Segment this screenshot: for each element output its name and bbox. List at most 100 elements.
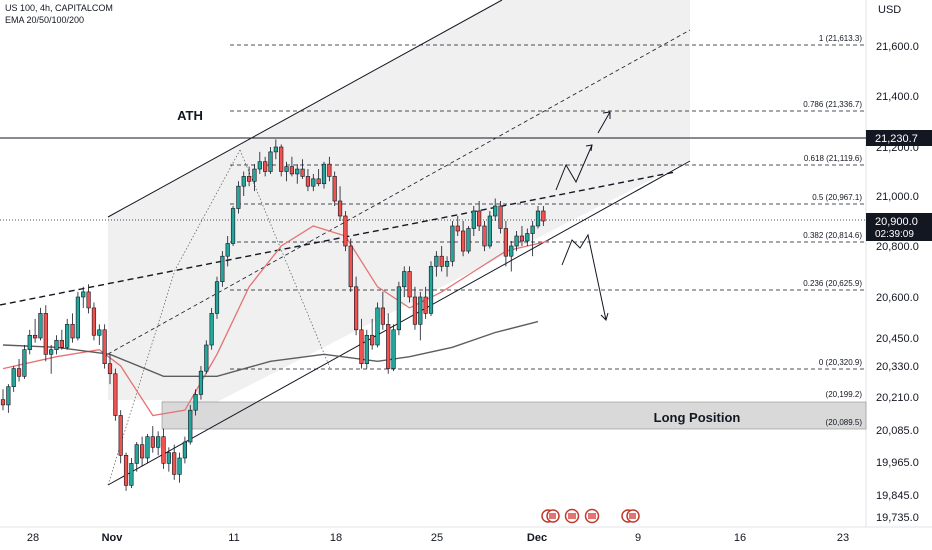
candle[interactable] xyxy=(471,206,476,236)
candle[interactable] xyxy=(54,335,59,355)
candle[interactable] xyxy=(150,426,155,453)
candle[interactable] xyxy=(75,291,80,341)
candles[interactable] xyxy=(0,139,546,491)
candle[interactable] xyxy=(59,329,64,350)
candle[interactable] xyxy=(161,428,166,469)
candle[interactable] xyxy=(182,436,188,464)
candle[interactable] xyxy=(353,276,359,336)
candle[interactable] xyxy=(220,251,225,287)
candle[interactable] xyxy=(247,166,252,187)
candle[interactable] xyxy=(332,171,337,207)
candle[interactable] xyxy=(263,156,268,177)
candle[interactable] xyxy=(359,318,364,369)
candle[interactable] xyxy=(279,144,284,177)
candle[interactable] xyxy=(16,359,22,382)
candle[interactable] xyxy=(498,201,503,234)
candle[interactable] xyxy=(311,173,316,192)
price-axis[interactable]: 21,600.021,400.021,200.021,000.020,800.0… xyxy=(876,41,919,524)
candle[interactable] xyxy=(214,276,220,319)
candle[interactable] xyxy=(428,261,434,317)
candle[interactable] xyxy=(364,329,369,369)
candle[interactable] xyxy=(300,159,305,179)
candle[interactable] xyxy=(519,226,525,246)
candle[interactable] xyxy=(252,164,257,192)
candle[interactable] xyxy=(193,389,198,416)
candle[interactable] xyxy=(70,313,75,343)
candle[interactable] xyxy=(188,404,193,445)
candle[interactable] xyxy=(321,161,327,189)
candle[interactable] xyxy=(439,246,444,272)
ema-slow-line[interactable] xyxy=(2,320,539,377)
candle[interactable] xyxy=(118,410,123,464)
candle[interactable] xyxy=(348,238,353,292)
candle[interactable] xyxy=(418,291,423,341)
currency-label[interactable]: USD xyxy=(878,4,902,16)
candle[interactable] xyxy=(198,366,204,400)
candle[interactable] xyxy=(11,366,16,392)
candle[interactable] xyxy=(0,389,6,411)
candle[interactable] xyxy=(455,216,460,236)
candle[interactable] xyxy=(268,147,273,174)
candle[interactable] xyxy=(236,181,241,214)
candle[interactable] xyxy=(541,206,546,226)
candle[interactable] xyxy=(172,444,177,480)
candle[interactable] xyxy=(102,324,107,369)
candle[interactable] xyxy=(6,384,11,413)
candle[interactable] xyxy=(123,452,129,491)
candle[interactable] xyxy=(450,221,455,267)
ema-fast-line[interactable] xyxy=(2,225,549,417)
candle[interactable] xyxy=(530,221,535,257)
candle[interactable] xyxy=(460,221,466,257)
candle[interactable] xyxy=(391,324,396,372)
candle[interactable] xyxy=(444,256,450,277)
candle[interactable] xyxy=(316,169,321,187)
candle[interactable] xyxy=(396,281,402,336)
long-position-zone[interactable] xyxy=(161,401,867,430)
candle[interactable] xyxy=(177,452,182,483)
candle[interactable] xyxy=(337,186,343,221)
candle[interactable] xyxy=(305,169,311,192)
candle[interactable] xyxy=(32,318,38,343)
candle[interactable] xyxy=(380,291,385,330)
candle[interactable] xyxy=(140,436,145,467)
candle[interactable] xyxy=(493,198,498,222)
candle[interactable] xyxy=(487,211,492,249)
candle[interactable] xyxy=(434,251,439,277)
candle[interactable] xyxy=(482,221,487,252)
candle[interactable] xyxy=(514,231,519,252)
candle[interactable] xyxy=(129,458,134,489)
resistance-trend-line[interactable] xyxy=(0,171,676,306)
candle[interactable] xyxy=(27,329,32,355)
projection-down[interactable] xyxy=(561,233,609,321)
candle[interactable] xyxy=(477,201,482,231)
projection-up[interactable] xyxy=(555,111,611,191)
candle[interactable] xyxy=(49,345,54,374)
candle[interactable] xyxy=(509,241,514,272)
candle[interactable] xyxy=(113,368,118,421)
channel-mid-line[interactable] xyxy=(107,29,691,355)
economic-event-flags[interactable] xyxy=(541,508,640,524)
candle[interactable] xyxy=(257,151,262,174)
candle[interactable] xyxy=(230,206,236,246)
candle[interactable] xyxy=(65,318,70,350)
candle[interactable] xyxy=(402,266,407,297)
candle[interactable] xyxy=(38,307,43,341)
candle[interactable] xyxy=(97,324,102,345)
candle[interactable] xyxy=(466,226,471,254)
candle[interactable] xyxy=(327,156,332,182)
candle[interactable] xyxy=(209,307,214,350)
candle[interactable] xyxy=(241,171,246,197)
candle[interactable] xyxy=(284,161,289,182)
candle[interactable] xyxy=(295,164,300,184)
candle[interactable] xyxy=(134,442,139,472)
candle[interactable] xyxy=(22,345,27,379)
candle[interactable] xyxy=(86,284,91,314)
candle[interactable] xyxy=(289,156,295,177)
candle[interactable] xyxy=(145,434,150,464)
candle[interactable] xyxy=(370,318,375,350)
fib-levels[interactable]: 1 (21,613.3) 0.786 (21,336.7) 0.618 (21,11… xyxy=(230,34,866,370)
candle[interactable] xyxy=(107,354,113,385)
candle[interactable] xyxy=(166,447,171,472)
candle[interactable] xyxy=(535,206,541,229)
